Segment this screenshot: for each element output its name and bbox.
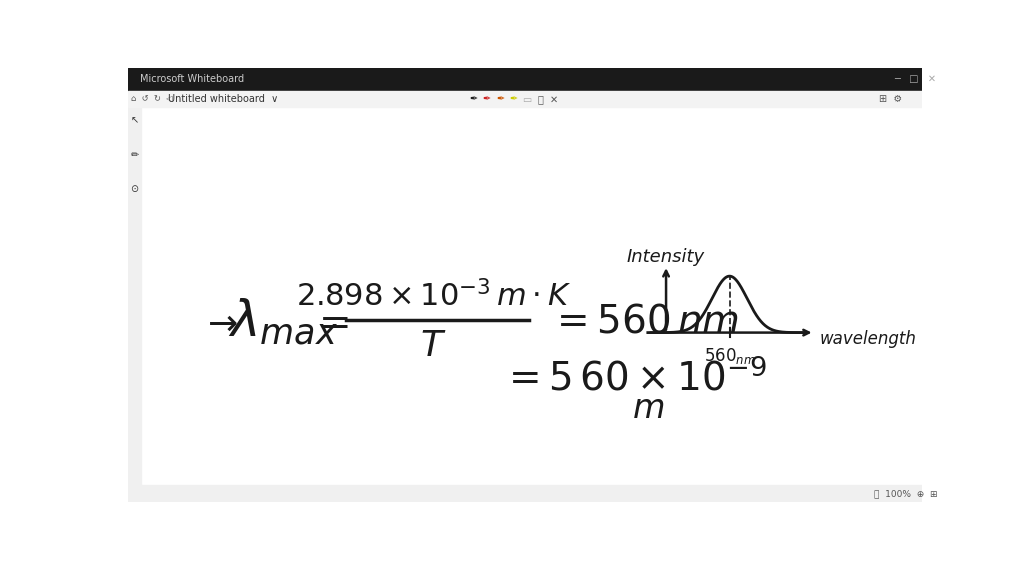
Text: $\lambda_{max}$: $\lambda_{max}$ <box>227 297 338 347</box>
Text: $\rightarrow$: $\rightarrow$ <box>201 307 238 341</box>
Bar <box>128 107 140 486</box>
Text: $m$: $m$ <box>632 392 664 425</box>
Text: ↖: ↖ <box>130 115 138 125</box>
Bar <box>128 486 922 502</box>
Text: 🔍  100%  ⊕  ⊞: 🔍 100% ⊕ ⊞ <box>873 489 938 498</box>
Text: Microsoft Whiteboard: Microsoft Whiteboard <box>140 74 244 85</box>
Text: ✒: ✒ <box>469 95 477 104</box>
Text: $=$: $=$ <box>311 303 349 341</box>
Text: 🔍: 🔍 <box>538 95 544 104</box>
Text: ⊞  ⚙: ⊞ ⚙ <box>879 94 902 104</box>
Text: ✕: ✕ <box>550 95 558 104</box>
Text: $T$: $T$ <box>420 329 446 363</box>
Text: ⌂  ↺  ↻  ◁: ⌂ ↺ ↻ ◁ <box>131 94 173 103</box>
Text: ─   □   ✕: ─ □ ✕ <box>894 74 936 85</box>
Text: Untitled whiteboard  ∨: Untitled whiteboard ∨ <box>168 94 278 104</box>
Bar <box>128 68 922 91</box>
Text: $= 5\,60 \times 10^{-9}$: $= 5\,60 \times 10^{-9}$ <box>501 358 767 398</box>
Text: ✒: ✒ <box>482 95 490 104</box>
Text: $= 560\,nm$: $= 560\,nm$ <box>549 303 738 341</box>
Text: ✒: ✒ <box>510 95 518 104</box>
Text: ⊙: ⊙ <box>130 184 138 194</box>
Text: ✏: ✏ <box>130 149 138 160</box>
Text: ✒: ✒ <box>497 95 504 104</box>
Text: Intensity: Intensity <box>627 248 706 266</box>
Text: $2.898 \times 10^{-3}\,m \cdot K$: $2.898 \times 10^{-3}\,m \cdot K$ <box>296 279 571 312</box>
Bar <box>128 91 922 107</box>
Text: ▭: ▭ <box>522 95 531 104</box>
Text: $560_{nm}$: $560_{nm}$ <box>703 346 756 367</box>
Text: wavelength: wavelength <box>820 330 916 348</box>
